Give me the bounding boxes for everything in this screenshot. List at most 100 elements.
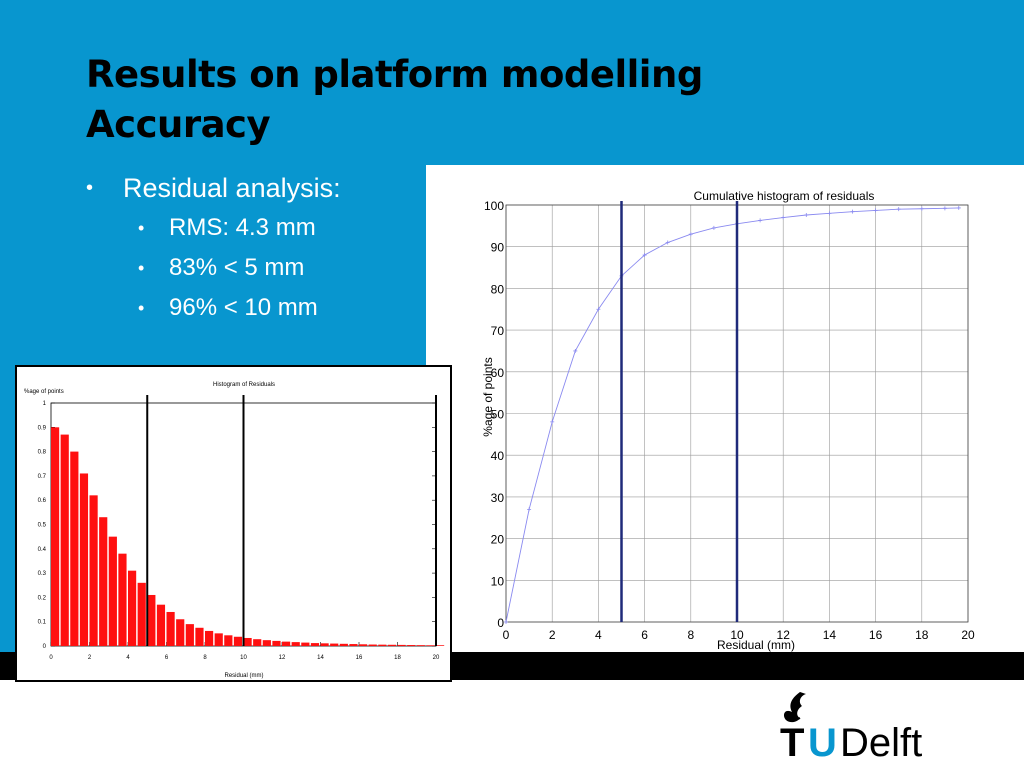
x-tick-label: 8 <box>687 628 694 642</box>
histogram-bar <box>330 643 339 646</box>
histogram-bar <box>359 644 368 646</box>
y-tick-label: 1 <box>43 401 47 407</box>
histogram-bar <box>185 624 194 646</box>
y-axis-label: %age of points <box>24 389 64 395</box>
histogram-bar <box>128 570 137 646</box>
x-tick-label: 16 <box>356 655 363 661</box>
histogram-bar <box>301 642 310 646</box>
logo-word-delft: Delft <box>840 721 922 760</box>
data-point <box>665 240 670 245</box>
data-point <box>642 253 647 258</box>
data-point <box>896 207 901 212</box>
y-tick-label: 70 <box>491 324 505 338</box>
histogram-bar <box>70 451 79 646</box>
histogram-bar <box>51 427 60 646</box>
histogram-bar <box>233 636 243 646</box>
x-axis-label: Residual (mm) <box>224 673 263 679</box>
logo-letter-t: T <box>780 721 804 760</box>
data-point <box>804 213 809 218</box>
histogram-bar <box>282 641 291 646</box>
y-tick-label: 0.3 <box>38 571 47 577</box>
histogram-bar <box>387 644 397 646</box>
data-point <box>688 232 693 237</box>
histogram-bar <box>320 643 329 646</box>
y-tick-label: 0.6 <box>38 498 47 504</box>
data-point <box>758 218 763 223</box>
x-tick-label: 14 <box>823 628 837 642</box>
histogram-bar <box>243 637 252 646</box>
data-point <box>550 419 555 424</box>
histogram-bar <box>426 645 435 646</box>
histogram-bar <box>89 495 98 646</box>
residual-histogram-chart: 00.10.20.30.40.50.60.70.80.910 2 4 6 8 10 12 14… <box>24 382 445 679</box>
y-tick-label: 40 <box>491 449 505 463</box>
y-tick-label: 10 <box>491 574 505 588</box>
histogram-bar <box>195 627 204 646</box>
data-point <box>504 620 508 624</box>
histogram-bar <box>166 611 175 646</box>
histogram-bar <box>310 643 320 646</box>
y-tick-label: 30 <box>491 491 505 505</box>
histogram-bar <box>407 645 416 646</box>
y-tick-label: 0.9 <box>38 425 47 431</box>
histogram-bar <box>60 434 69 646</box>
histogram-bar <box>262 640 271 646</box>
histogram-bar <box>137 582 146 646</box>
series-line <box>505 207 959 623</box>
histogram-bar <box>368 644 377 646</box>
x-tick-label: 20 <box>961 628 975 642</box>
histogram-bar <box>108 536 117 646</box>
y-tick-label: 0.5 <box>38 523 47 529</box>
histogram-bar <box>339 643 348 646</box>
histogram-bar <box>397 644 406 646</box>
chart-title: Cumulative histogram of residuals <box>694 189 875 203</box>
x-tick-label: 14 <box>317 655 324 661</box>
histogram-bar <box>349 644 358 646</box>
x-tick-label: 18 <box>394 655 401 661</box>
data-point <box>850 209 855 214</box>
data-point <box>573 348 578 353</box>
chart-title: Histogram of Residuals <box>213 382 275 388</box>
title-line-2: Accuracy <box>86 103 271 146</box>
histogram-bar <box>224 635 233 646</box>
data-point <box>942 206 947 211</box>
histogram-chart-panel: 0 0.1 0.2 0.3 0.4 0.5 0.6 0.7 0.8 0.9 1 0 2 4 6 8 10 12 14… <box>15 365 452 682</box>
y-tick-label: 100 <box>484 199 504 213</box>
x-tick-label: 0 <box>49 655 53 661</box>
x-tick-label: 16 <box>869 628 883 642</box>
cumulative-histogram-chart: 0 2 4 6 8 10 12 14 16 18 20 0 10 20 30 40 50 60 70 80 90 100 C… <box>481 189 975 652</box>
bullet-83: 83% < 5 mm <box>86 248 341 288</box>
x-tick-label: 2 <box>88 655 92 661</box>
x-tick-label: 12 <box>279 655 286 661</box>
x-tick-label: 8 <box>203 655 207 661</box>
bullet-list: Residual analysis: RMS: 4.3 mm 83% < 5 m… <box>86 168 341 328</box>
bullet-rms: RMS: 4.3 mm <box>86 208 341 248</box>
data-point <box>711 225 716 230</box>
y-tick-label: 0.2 <box>38 595 47 601</box>
x-tick-label: 18 <box>915 628 929 642</box>
data-point <box>781 215 786 220</box>
y-tick-label: 80 <box>491 282 505 296</box>
x-tick-label: 20 <box>433 655 440 661</box>
histogram-bar <box>416 645 425 646</box>
x-tick-label: 4 <box>126 655 130 661</box>
x-tick-label: 6 <box>165 655 169 661</box>
data-point <box>827 211 832 216</box>
data-point <box>956 205 961 210</box>
histogram-bar <box>156 604 166 646</box>
histogram-bar <box>272 640 281 646</box>
title-line-1: Results on platform modelling <box>86 53 703 96</box>
flame-icon <box>784 692 806 723</box>
histogram-bar <box>436 645 445 646</box>
y-tick-label: 0.7 <box>38 474 47 480</box>
x-axis-label: Residual (mm) <box>717 638 795 652</box>
histogram-bar <box>214 633 223 646</box>
cumulative-chart-panel: 0 2 4 6 8 10 12 14 16 18 20 0 10 20 30 40 50 60 70 80 90 100 C… <box>426 165 1024 652</box>
bullet-96: 96% < 10 mm <box>86 288 341 328</box>
slide-title: Results on platform modelling Accuracy <box>86 50 703 150</box>
y-tick-label: 0 <box>43 644 47 650</box>
histogram-bar <box>205 630 214 646</box>
y-tick-label: 0 <box>497 616 504 630</box>
y-tick-label: 50 <box>491 408 505 422</box>
x-tick-label: 4 <box>595 628 602 642</box>
